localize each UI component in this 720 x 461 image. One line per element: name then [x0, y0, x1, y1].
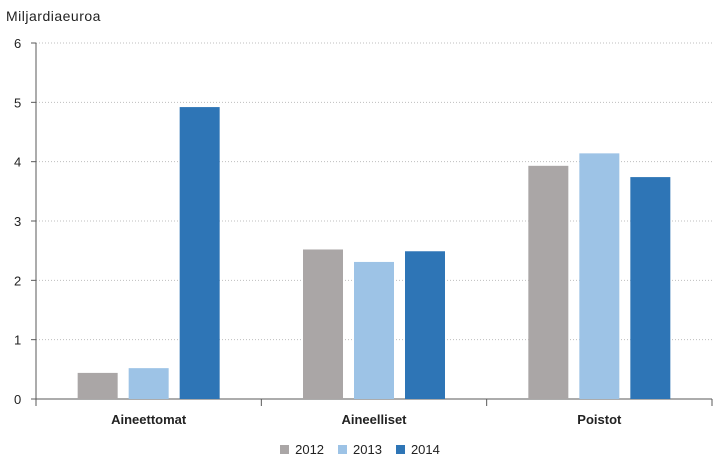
y-tick-label: 6	[14, 36, 21, 51]
bar-2012-poistot	[528, 165, 569, 399]
bar-2012-aineettomat	[77, 372, 118, 399]
bar-2014-poistot	[630, 177, 671, 399]
legend-item-2013: 2013	[338, 442, 382, 457]
bar-2013-poistot	[579, 153, 620, 399]
legend-swatch	[338, 445, 348, 454]
bar-2013-aineelliset	[354, 261, 394, 399]
x-tick-label: Poistot	[577, 412, 622, 427]
y-tick-label: 4	[14, 155, 21, 170]
legend: 2012 2013 2014	[0, 442, 720, 457]
bar-2014-aineelliset	[405, 251, 445, 399]
x-tick-label: Aineettomat	[111, 412, 187, 427]
legend-swatch	[395, 445, 405, 454]
y-tick-label: 2	[14, 273, 21, 288]
legend-swatch	[280, 445, 290, 454]
legend-label: 2012	[295, 442, 325, 457]
x-tick-label: Aineelliset	[341, 412, 407, 427]
legend-label: 2013	[353, 442, 382, 457]
legend-label: 2014	[410, 442, 440, 457]
bar-2014-aineettomat	[179, 107, 220, 399]
y-axis-label: Miljardiaeuroa	[6, 8, 101, 24]
y-tick-label: 0	[14, 392, 21, 407]
y-tick-label: 1	[14, 333, 21, 348]
legend-item-2014: 2014	[395, 442, 440, 457]
y-tick-label: 3	[14, 214, 21, 229]
y-tick-label: 5	[14, 95, 21, 110]
bar-2012-aineelliset	[303, 249, 343, 399]
bar-2013-aineettomat	[128, 368, 169, 399]
legend-item-2012: 2012	[280, 442, 324, 457]
